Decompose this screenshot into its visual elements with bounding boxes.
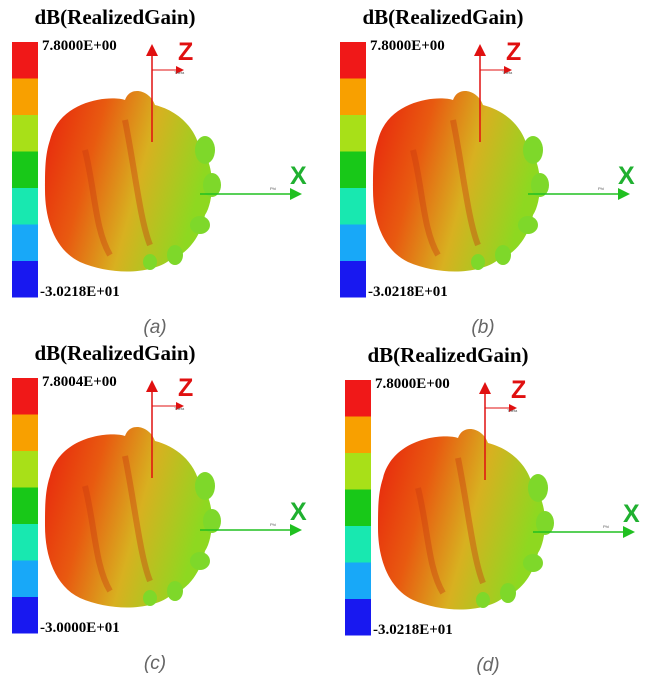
z-label: Z (506, 38, 521, 66)
z-label: Z (511, 376, 526, 404)
min-label: -3.0218E+01 (373, 622, 453, 638)
colorbar-segment (345, 380, 371, 417)
max-label: 7.8004E+00 (42, 374, 117, 390)
phi-label: Phi (270, 186, 276, 191)
pattern-blob (45, 91, 212, 272)
pattern-blob (45, 427, 212, 608)
z-label: Z (178, 374, 193, 402)
x-label: X (618, 162, 635, 190)
caption: (a) (143, 317, 166, 338)
panel: dB(RealizedGain) 7.8000E+00 -3.0218E+01 The… (340, 5, 635, 338)
caption: (b) (471, 317, 494, 338)
pattern-lobe (528, 474, 548, 502)
panel-title: dB(RealizedGain) (35, 5, 196, 29)
pattern-lobe (190, 216, 210, 234)
pattern-lobe (143, 590, 157, 606)
theta-label: Theta (174, 406, 185, 411)
pattern-lobe (523, 136, 543, 164)
colorbar-segment (12, 152, 38, 189)
page: dB(RealizedGain) 7.8000E+00 -3.0218E+01 The… (0, 0, 652, 679)
colorbar-segment (340, 42, 366, 79)
colorbar-segment (345, 490, 371, 527)
colorbar-segment (12, 42, 38, 79)
colorbar-segment (345, 526, 371, 563)
caption: (d) (476, 655, 499, 676)
colorbar-segment (12, 261, 38, 298)
colorbar-segment (345, 599, 371, 636)
min-label: -3.0218E+01 (368, 284, 448, 300)
min-label: -3.0000E+01 (40, 620, 120, 636)
pattern-lobe (167, 245, 183, 265)
colorbar-segment (12, 378, 38, 415)
pattern-blob (378, 429, 545, 610)
pattern-blob (373, 91, 540, 272)
panel: dB(RealizedGain) 7.8000E+00 -3.0218E+01 The… (345, 343, 640, 676)
colorbar-segment (12, 488, 38, 525)
panel-title: dB(RealizedGain) (368, 343, 529, 367)
colorbar-segment (12, 115, 38, 152)
colorbar-segment (345, 417, 371, 454)
colorbar-segment (340, 152, 366, 189)
pattern-lobe (476, 592, 490, 608)
max-label: 7.8000E+00 (370, 38, 445, 54)
pattern-lobe (495, 245, 511, 265)
panel: dB(RealizedGain) 7.8000E+00 -3.0218E+01 The… (12, 5, 307, 338)
colorbar-segment (12, 561, 38, 598)
pattern-lobe (195, 472, 215, 500)
pattern-lobe (500, 583, 516, 603)
colorbar-segment (340, 115, 366, 152)
colorbar-segment (12, 451, 38, 488)
pattern-lobe (167, 581, 183, 601)
colorbar-segment (340, 225, 366, 262)
pattern-lobe (518, 216, 538, 234)
pattern-lobe (190, 552, 210, 570)
colorbar-segment (12, 524, 38, 561)
colorbar-segment (340, 188, 366, 225)
phi-label: Phi (598, 186, 604, 191)
colorbar-segment (12, 225, 38, 262)
colorbar-segment (12, 79, 38, 116)
pattern-lobe (143, 254, 157, 270)
figure: dB(RealizedGain) 7.8000E+00 -3.0218E+01 The… (0, 0, 652, 679)
caption: (c) (144, 653, 166, 674)
colorbar-segment (340, 79, 366, 116)
x-label: X (290, 498, 307, 526)
z-label: Z (178, 38, 193, 66)
colorbar-segment (345, 453, 371, 490)
colorbar-segment (340, 261, 366, 298)
phi-label: Phi (603, 524, 609, 529)
pattern-lobe (471, 254, 485, 270)
pattern-lobe (523, 554, 543, 572)
theta-label: Theta (174, 70, 185, 75)
theta-label: Theta (502, 70, 513, 75)
panel-title: dB(RealizedGain) (363, 5, 524, 29)
phi-label: Phi (270, 522, 276, 527)
x-label: X (623, 500, 640, 528)
max-label: 7.8000E+00 (375, 376, 450, 392)
panel-title: dB(RealizedGain) (35, 341, 196, 365)
max-label: 7.8000E+00 (42, 38, 117, 54)
pattern-lobe (195, 136, 215, 164)
colorbar-segment (12, 597, 38, 634)
panel: dB(RealizedGain) 7.8004E+00 -3.0000E+01 The… (12, 341, 307, 674)
theta-label: Theta (507, 408, 518, 413)
colorbar-segment (12, 415, 38, 452)
colorbar-segment (12, 188, 38, 225)
x-label: X (290, 162, 307, 190)
colorbar-segment (345, 563, 371, 600)
min-label: -3.0218E+01 (40, 284, 120, 300)
